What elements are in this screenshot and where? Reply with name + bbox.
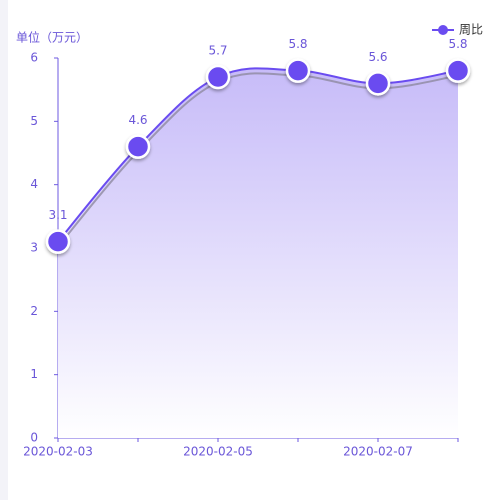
- data-label: 5.8: [448, 37, 467, 51]
- y-tick-label: 1: [30, 367, 38, 381]
- data-label: 5.7: [208, 44, 227, 58]
- y-tick-label: 6: [30, 51, 38, 65]
- y-tick-label: 2: [30, 304, 38, 318]
- x-tick-label: 2020-02-03: [23, 445, 93, 459]
- y-tick-label: 0: [30, 431, 38, 445]
- point: [205, 64, 231, 90]
- data-label: 4.6: [128, 113, 147, 127]
- point: [445, 58, 471, 83]
- legend-marker: [438, 25, 448, 35]
- x-tick-label: 2020-02-05: [183, 445, 253, 459]
- area: [58, 68, 458, 438]
- legend-label: 周比: [459, 23, 483, 37]
- y-axis-label: 单位（万元）: [16, 30, 88, 45]
- point: [125, 134, 151, 159]
- data-label: 5.6: [368, 50, 387, 64]
- point: [45, 229, 71, 254]
- data-label: 3.1: [48, 208, 67, 222]
- y-tick-label: 3: [30, 241, 38, 255]
- data-label: 5.8: [288, 37, 307, 51]
- y-tick-label: 4: [30, 177, 38, 191]
- y-tick-label: 5: [30, 114, 38, 128]
- side-strip: [0, 0, 8, 500]
- x-tick-label: 2020-02-07: [343, 445, 413, 459]
- point: [285, 58, 311, 83]
- point: [365, 71, 391, 96]
